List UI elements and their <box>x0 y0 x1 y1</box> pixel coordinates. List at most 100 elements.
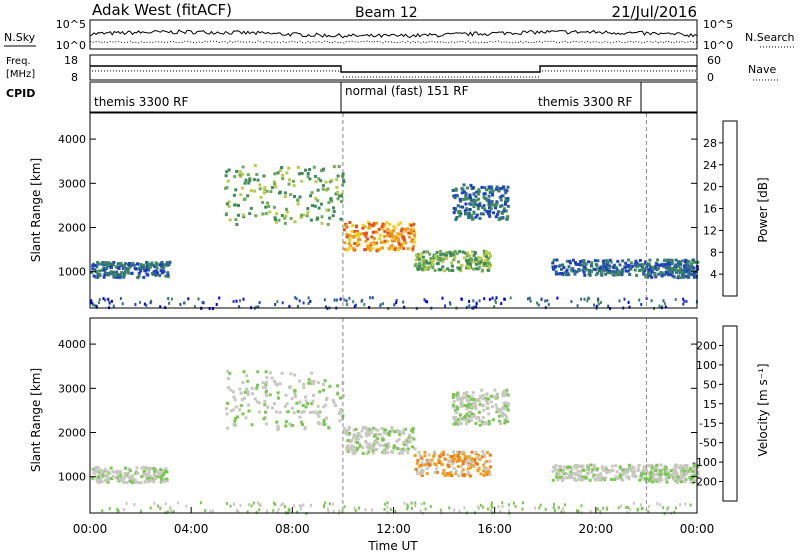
power-region-2-cell <box>355 231 359 235</box>
velocity-region-3-cell <box>432 454 436 458</box>
power-region-3-cell <box>476 258 480 262</box>
power-ground-cell <box>179 302 182 306</box>
power-region-2-cell <box>409 223 413 227</box>
velocity-colorbar-frame <box>722 325 738 502</box>
velocity-region-2-cell <box>348 426 351 430</box>
power-region-1-cell <box>320 215 324 219</box>
velocity-region-2-cell <box>356 434 360 438</box>
power-region-3-cell <box>414 258 418 262</box>
velocity-region-5-cell <box>589 463 593 467</box>
velocity-ground-cell <box>332 509 335 513</box>
velocity-ground-cell <box>300 507 302 511</box>
velocity-region-5-cell <box>574 464 578 468</box>
power-region-2-cell <box>389 245 392 249</box>
power-region-4-cell <box>506 199 510 202</box>
velocity-region-4-cell <box>467 405 471 409</box>
velocity-region-0-cell <box>162 472 166 476</box>
power-region-5-cell <box>626 258 630 262</box>
power-ground-cell <box>494 299 497 302</box>
power-region-0-cell <box>98 269 102 273</box>
velocity-region-0-cell <box>152 480 156 484</box>
velocity-region-4-cell <box>503 413 507 417</box>
power-region-1-cell <box>296 198 300 202</box>
power-region-3-cell <box>468 265 471 269</box>
velocity-region-5-cell <box>585 471 589 475</box>
velocity-region-2-cell <box>376 432 379 436</box>
power-region-1-cell <box>329 197 333 201</box>
velocity-region-1-cell <box>250 387 254 390</box>
cpid-segment-3: themis 3300 RF <box>538 95 632 109</box>
power-region-3-cell <box>441 260 445 264</box>
velocity-region-6-cell <box>696 471 700 475</box>
velocity-region-2-cell <box>358 442 362 446</box>
power-region-2-cell <box>342 228 346 232</box>
power-region-2-cell <box>412 222 416 226</box>
velocity-region-4-cell <box>485 422 489 426</box>
velocity-ground-cell <box>149 506 152 510</box>
power-region-4-cell <box>491 189 495 193</box>
power-region-1-cell <box>305 214 309 218</box>
velocity-ground-cell <box>605 506 608 509</box>
power-region-5-cell <box>552 258 556 262</box>
velocity-region-0-cell <box>147 472 151 475</box>
velocity-region-5-cell <box>561 469 565 473</box>
power-region-6-cell <box>650 275 654 279</box>
power-region-3-cell <box>435 262 439 266</box>
velocity-region-5-cell <box>572 476 576 480</box>
power-region-3-cell <box>424 259 428 263</box>
velocity-ground-cell <box>539 503 542 507</box>
velocity-region-2-cell <box>364 440 368 443</box>
power-region-4-cell <box>482 206 486 209</box>
velocity-region-4-cell <box>453 393 457 396</box>
freq-tick-top: 18 <box>64 54 78 67</box>
velocity-ground-cell <box>439 508 442 512</box>
velocity-region-5-cell <box>636 469 640 473</box>
power-region-3-cell <box>481 261 485 265</box>
power-ground-cell <box>540 297 543 301</box>
velocity-region-0-cell <box>116 476 120 480</box>
velocity-region-1-cell <box>226 426 230 430</box>
velocity-region-4-cell <box>457 394 461 398</box>
velocity-region-4-cell <box>490 405 494 409</box>
power-region-4-cell <box>504 191 508 195</box>
power-region-1-cell <box>235 170 239 173</box>
velocity-ylabel: Slant Range [km] <box>29 368 43 472</box>
velocity-ground-cell <box>185 504 188 508</box>
velocity-region-0-cell <box>143 480 147 484</box>
velocity-region-1-cell <box>244 416 248 420</box>
velocity-region-5-cell <box>628 463 631 467</box>
velocity-region-3-cell <box>440 463 444 467</box>
velocity-region-2-cell <box>354 437 358 441</box>
velocity-ground-cell <box>101 509 104 513</box>
velocity-region-2-cell <box>413 447 417 451</box>
power-ground-cell <box>444 304 447 308</box>
velocity-ground-cell <box>507 503 510 507</box>
velocity-region-0-cell <box>142 469 146 473</box>
power-ground-cell <box>255 305 258 309</box>
velocity-region-4-cell <box>465 422 468 426</box>
power-region-6-cell <box>667 265 671 269</box>
velocity-region-6-cell <box>694 479 698 483</box>
velocity-region-0-cell <box>103 468 107 472</box>
power-ground-cell <box>90 299 93 302</box>
cpid-panel: CPID themis 3300 RF normal (fast) 151 RF… <box>6 81 698 113</box>
power-ground-cell <box>478 299 481 303</box>
power-region-4-cell <box>488 203 492 207</box>
power-region-2-cell <box>385 221 389 225</box>
velocity-region-6-cell <box>673 472 677 476</box>
power-region-2-cell <box>388 222 392 226</box>
power-region-4-cell <box>460 191 464 195</box>
velocity-region-5-cell <box>551 478 555 482</box>
power-region-4-cell <box>476 203 480 207</box>
power-region-0-cell <box>127 263 131 266</box>
velocity-region-0-cell <box>105 478 109 482</box>
velocity-region-3-cell <box>428 460 432 463</box>
power-region-4-cell <box>452 194 456 198</box>
power-region-2-cell <box>413 231 417 235</box>
velocity-region-5-cell <box>551 469 555 473</box>
power-region-2-cell <box>355 230 359 234</box>
power-region-2-cell <box>351 235 355 238</box>
velocity-region-1-cell <box>316 381 320 385</box>
velocity-region-1-cell <box>231 390 235 394</box>
velocity-ground-cell <box>276 510 279 514</box>
